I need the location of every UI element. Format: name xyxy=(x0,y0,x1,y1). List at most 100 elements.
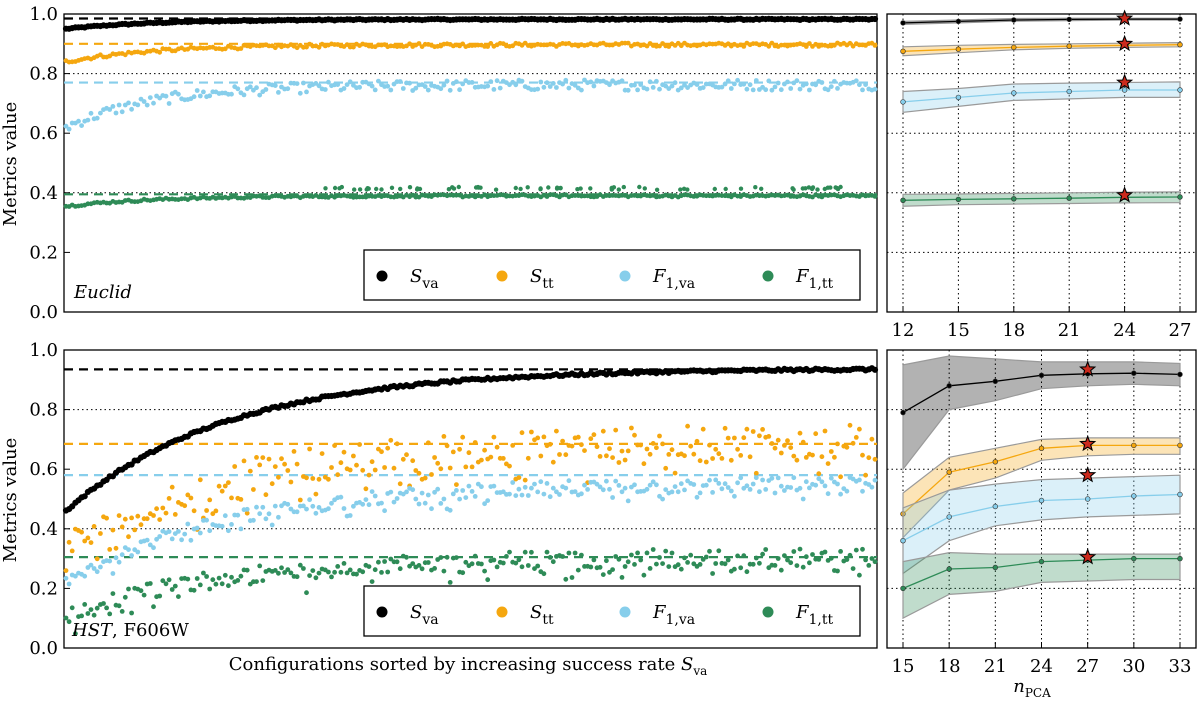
data-point xyxy=(760,427,765,432)
data-point xyxy=(654,78,659,84)
data-point xyxy=(435,486,441,492)
x-tick-label: 21 xyxy=(984,656,1007,677)
data-point xyxy=(607,82,612,88)
data-point xyxy=(263,516,269,522)
data-point xyxy=(1131,370,1137,376)
data-point xyxy=(104,605,109,611)
data-point xyxy=(691,561,697,567)
legend-label-S_tt: Stt xyxy=(530,602,554,628)
data-point xyxy=(1131,493,1137,499)
data-point xyxy=(460,434,466,440)
data-point xyxy=(438,86,444,92)
data-point xyxy=(732,435,737,441)
data-point xyxy=(188,495,194,501)
data-point xyxy=(182,503,188,509)
data-point xyxy=(547,555,553,560)
data-point xyxy=(546,185,551,190)
data-point xyxy=(642,186,647,191)
data-point xyxy=(835,481,840,487)
data-point xyxy=(541,571,547,577)
data-point xyxy=(803,554,809,560)
data-point xyxy=(558,185,563,191)
series-F1_va xyxy=(900,73,1183,113)
data-point xyxy=(279,565,284,571)
data-point xyxy=(397,566,403,572)
legend-subscript: va xyxy=(421,612,438,628)
data-point xyxy=(707,548,712,554)
data-point xyxy=(678,187,683,192)
data-point xyxy=(238,46,244,51)
series-F1_va xyxy=(63,77,878,132)
data-point xyxy=(638,442,644,448)
data-point xyxy=(669,489,675,495)
data-point xyxy=(369,83,375,89)
data-point xyxy=(857,572,862,578)
series-line xyxy=(902,44,1181,52)
legend-marker-F1_tt xyxy=(762,270,774,282)
data-point xyxy=(282,461,287,467)
data-point xyxy=(557,452,562,457)
data-point xyxy=(463,495,469,500)
data-point xyxy=(126,586,131,592)
data-point xyxy=(176,529,181,534)
data-point xyxy=(391,465,397,471)
data-point xyxy=(766,434,772,439)
data-point xyxy=(416,41,422,46)
data-point xyxy=(129,106,135,112)
data-point xyxy=(194,88,200,93)
data-point xyxy=(719,84,725,90)
data-point xyxy=(838,474,843,480)
data-point xyxy=(775,437,781,443)
data-point xyxy=(491,434,497,440)
data-point xyxy=(138,588,144,594)
data-point xyxy=(294,461,300,467)
data-point xyxy=(304,590,309,596)
data-point xyxy=(644,86,650,92)
data-point xyxy=(822,483,828,489)
data-point xyxy=(157,593,163,599)
data-point xyxy=(632,482,637,488)
data-point xyxy=(806,185,812,190)
data-point xyxy=(213,581,219,587)
plot-frame xyxy=(886,13,1197,313)
data-point xyxy=(900,197,906,204)
data-point xyxy=(507,491,512,497)
series-S_tt xyxy=(63,422,878,573)
data-point xyxy=(279,456,284,462)
data-point xyxy=(681,186,687,191)
data-point xyxy=(276,570,281,576)
y-tick-label: 0.8 xyxy=(29,64,58,85)
best-star xyxy=(1079,434,1097,452)
data-point xyxy=(160,578,166,584)
data-point xyxy=(813,82,819,88)
legend-symbol: S xyxy=(530,602,542,623)
data-point xyxy=(619,489,625,495)
data-point xyxy=(516,557,522,563)
data-point xyxy=(757,433,762,439)
data-point xyxy=(297,562,303,568)
best-star xyxy=(1079,548,1097,565)
data-point xyxy=(554,85,559,90)
data-point xyxy=(191,94,197,100)
data-point xyxy=(185,492,191,498)
data-point xyxy=(201,89,206,95)
data-point xyxy=(753,78,759,83)
series-line xyxy=(902,89,1180,103)
x-tick-label: 24 xyxy=(1030,656,1053,677)
data-point xyxy=(872,86,878,92)
data-point xyxy=(316,570,322,576)
data-point xyxy=(538,79,544,85)
data-point xyxy=(519,564,525,570)
data-point xyxy=(778,87,784,93)
data-point xyxy=(226,528,231,534)
data-point xyxy=(272,83,278,88)
data-point xyxy=(522,484,528,490)
data-point xyxy=(1177,194,1183,200)
data-point xyxy=(341,506,347,511)
data-point xyxy=(1011,196,1017,202)
data-point xyxy=(550,485,556,491)
data-point xyxy=(63,568,69,573)
data-point xyxy=(871,15,879,23)
data-point xyxy=(194,525,200,531)
data-point xyxy=(738,186,744,191)
